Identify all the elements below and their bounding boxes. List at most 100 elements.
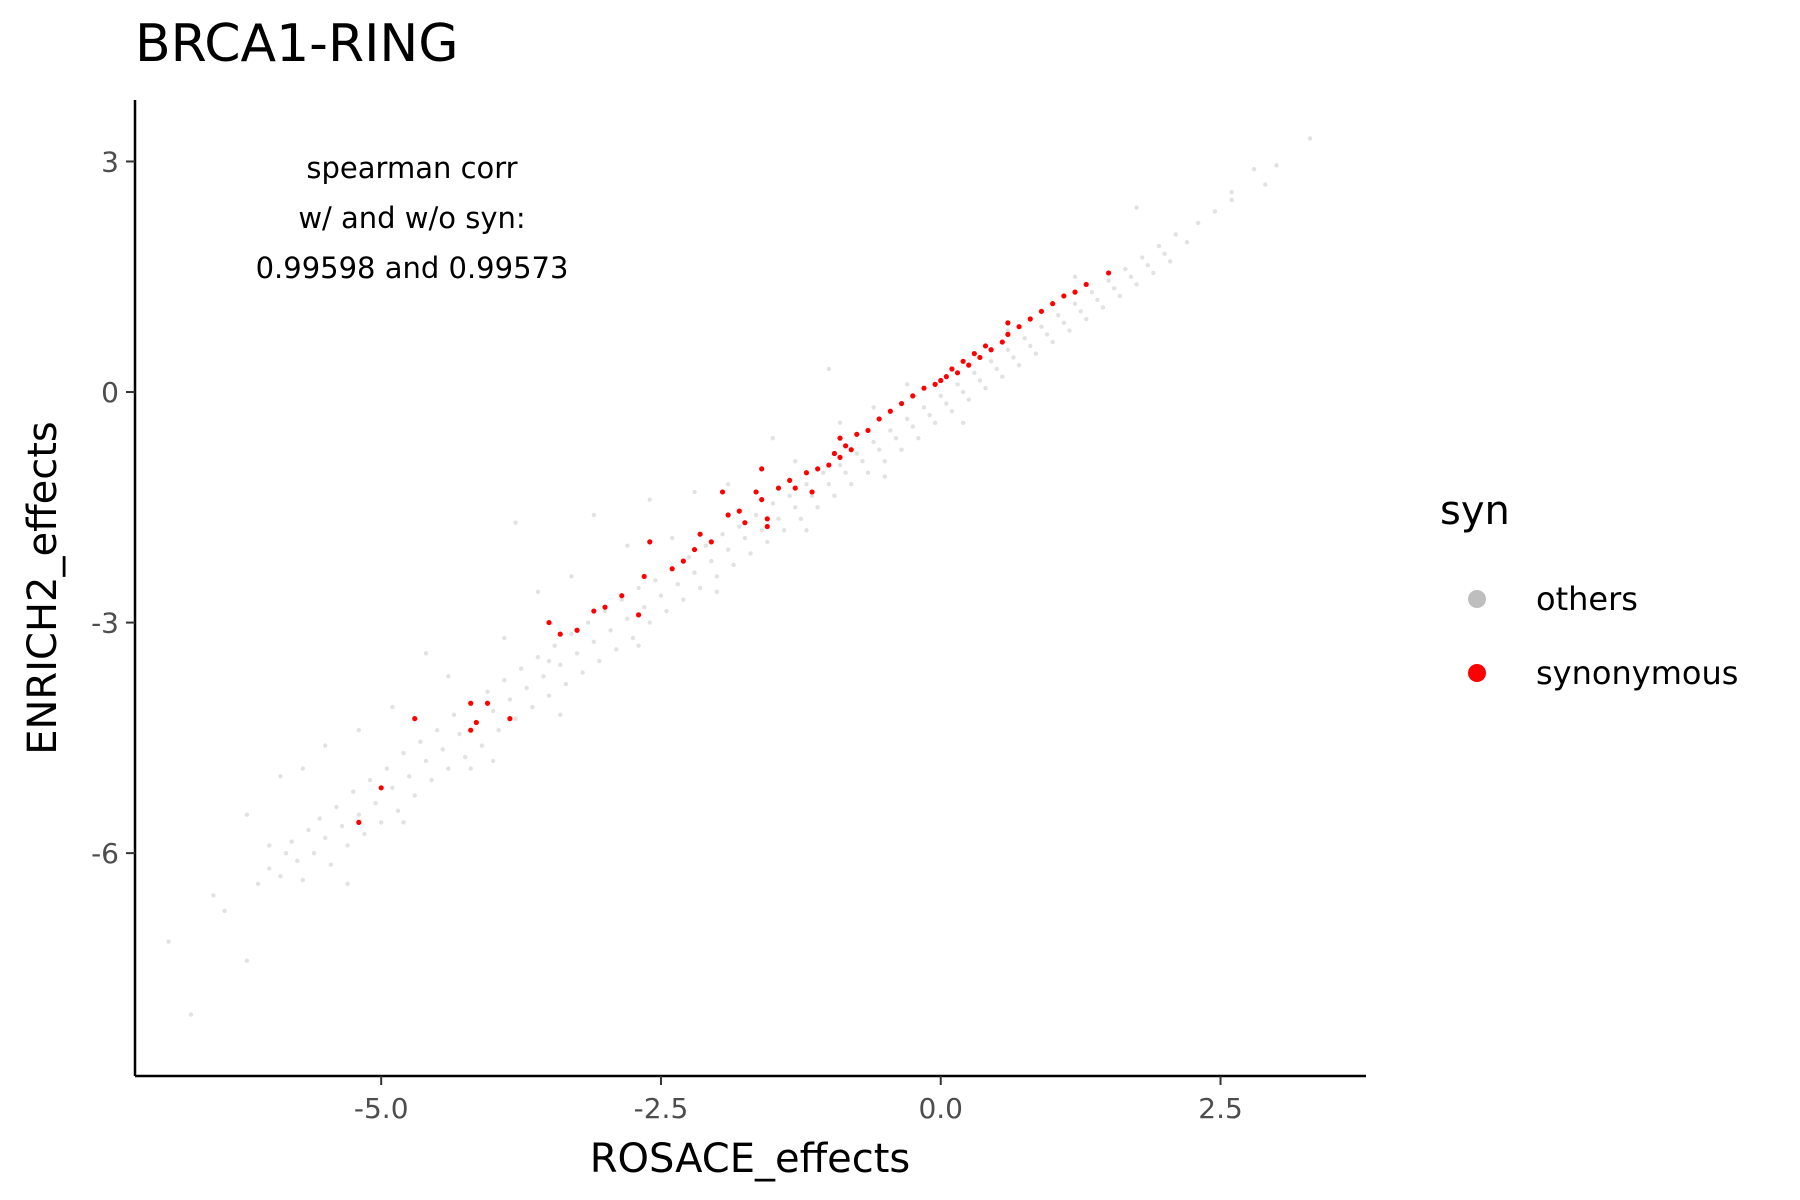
point-others — [1139, 255, 1145, 260]
point-others — [574, 651, 580, 656]
point-synonymous — [759, 466, 765, 472]
point-others — [781, 528, 787, 533]
point-others — [373, 800, 378, 806]
point-others — [339, 824, 345, 829]
point-others — [1251, 166, 1257, 172]
point-others — [832, 493, 837, 498]
point-others — [1229, 197, 1234, 203]
point-synonymous — [831, 450, 838, 457]
legend-label-synonymous: synonymous — [1536, 654, 1739, 692]
point-others — [468, 766, 473, 771]
point-others — [502, 635, 507, 641]
x-tick-label: -2.5 — [634, 1092, 689, 1125]
point-others — [362, 831, 367, 837]
point-others — [244, 812, 250, 817]
point-synonymous — [1005, 331, 1011, 337]
point-others — [591, 639, 597, 644]
point-others — [921, 405, 927, 410]
point-others — [714, 574, 720, 579]
point-others — [871, 439, 876, 445]
point-others — [283, 850, 289, 856]
point-others — [1067, 328, 1072, 333]
point-others — [1173, 232, 1178, 237]
point-others — [479, 743, 485, 748]
point-others — [854, 451, 860, 456]
point-synonymous — [473, 719, 479, 726]
point-others — [955, 382, 960, 387]
point-others — [390, 704, 395, 710]
point-others — [697, 585, 703, 591]
point-synonymous — [949, 366, 955, 372]
y-axis-title: ENRICH2_effects — [20, 421, 66, 755]
point-synonymous — [1050, 301, 1056, 307]
point-synonymous — [887, 408, 893, 414]
point-others — [418, 739, 423, 744]
point-others — [513, 520, 518, 525]
point-others — [876, 447, 882, 452]
point-others — [977, 378, 983, 383]
point-others — [306, 827, 311, 833]
point-others — [351, 789, 356, 794]
point-others — [647, 497, 652, 502]
point-others — [513, 716, 518, 721]
point-others — [927, 412, 932, 418]
point-others — [591, 512, 597, 518]
point-synonymous — [412, 716, 418, 722]
point-others — [793, 458, 798, 464]
point-others — [1011, 355, 1016, 360]
point-others — [938, 393, 943, 399]
point-others — [446, 766, 451, 771]
point-synonymous — [932, 381, 938, 387]
point-synonymous — [574, 627, 580, 633]
legend-item-others: others — [1440, 562, 1738, 636]
y-tick-label: 3 — [101, 145, 119, 178]
point-others — [625, 616, 630, 621]
point-synonymous — [641, 573, 647, 580]
point-others — [507, 697, 513, 702]
point-synonymous — [468, 700, 474, 706]
point-others — [826, 366, 832, 372]
point-others — [1274, 163, 1279, 168]
point-others — [1044, 332, 1050, 337]
point-others — [658, 593, 664, 598]
point-others — [636, 585, 641, 591]
point-others — [882, 474, 887, 479]
point-others — [681, 597, 686, 602]
point-others — [809, 493, 815, 498]
point-synonymous — [1027, 316, 1033, 322]
point-others — [949, 409, 955, 414]
point-others — [753, 512, 759, 518]
point-others — [849, 482, 854, 487]
point-synonymous — [507, 716, 513, 722]
point-others — [1263, 182, 1268, 187]
point-others — [1078, 309, 1083, 314]
x-axis-ticks: -5.0 -2.5 0.0 2.5 — [354, 1076, 1243, 1125]
point-others — [267, 843, 272, 848]
point-others — [434, 727, 440, 733]
point-synonymous — [669, 566, 675, 572]
legend-label-others: others — [1536, 580, 1638, 618]
point-others — [837, 462, 843, 468]
point-others — [490, 708, 496, 714]
point-others — [641, 605, 647, 610]
point-others — [1106, 278, 1111, 283]
point-others — [384, 766, 389, 771]
point-synonymous — [837, 454, 843, 460]
point-others — [328, 862, 334, 867]
legend-key-synonymous — [1468, 664, 1486, 682]
point-others — [1089, 289, 1095, 295]
point-others — [569, 631, 574, 637]
point-others — [395, 808, 401, 814]
point-others — [1145, 263, 1150, 268]
point-others — [994, 366, 999, 372]
y-tick-label: -3 — [91, 607, 119, 640]
point-others — [966, 397, 971, 402]
point-synonymous — [988, 347, 994, 353]
annotation-line-2: w/ and w/o syn: — [298, 201, 525, 235]
point-synonymous — [1072, 289, 1078, 295]
point-others — [602, 608, 608, 614]
point-others — [334, 804, 339, 810]
point-others — [289, 839, 294, 844]
point-others — [904, 382, 910, 387]
point-synonymous — [954, 370, 961, 376]
